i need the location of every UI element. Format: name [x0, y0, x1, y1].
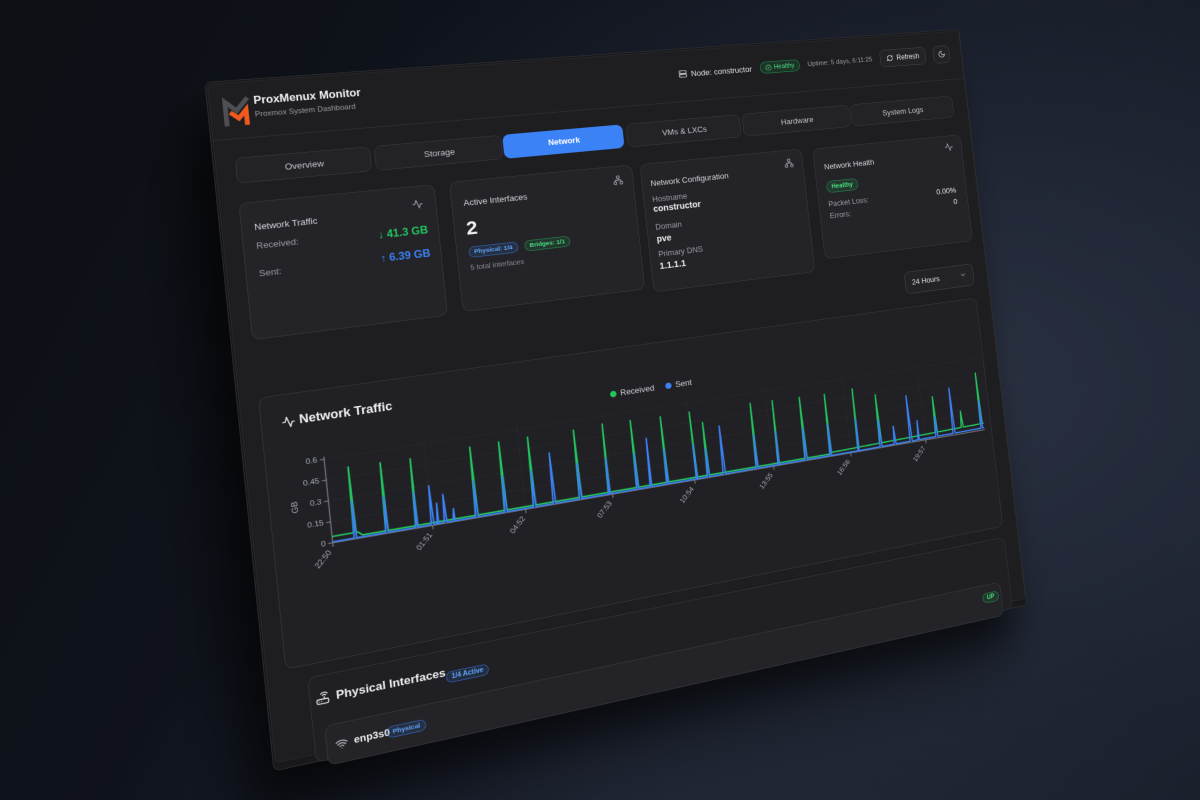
svg-text:GB: GB [289, 501, 300, 515]
svg-text:16:56: 16:56 [835, 457, 852, 476]
svg-text:0.3: 0.3 [309, 497, 322, 508]
svg-text:07:53: 07:53 [595, 499, 614, 519]
svg-text:0.6: 0.6 [305, 455, 318, 466]
svg-text:10:54: 10:54 [678, 485, 696, 505]
svg-text:01:51: 01:51 [414, 530, 434, 551]
svg-text:19:57: 19:57 [911, 444, 927, 463]
svg-text:0.45: 0.45 [303, 476, 321, 488]
svg-text:04:52: 04:52 [508, 514, 527, 535]
svg-text:22:50: 22:50 [312, 548, 333, 570]
svg-text:0: 0 [321, 539, 327, 549]
svg-text:0.15: 0.15 [307, 518, 325, 530]
svg-text:13:55: 13:55 [757, 471, 774, 491]
